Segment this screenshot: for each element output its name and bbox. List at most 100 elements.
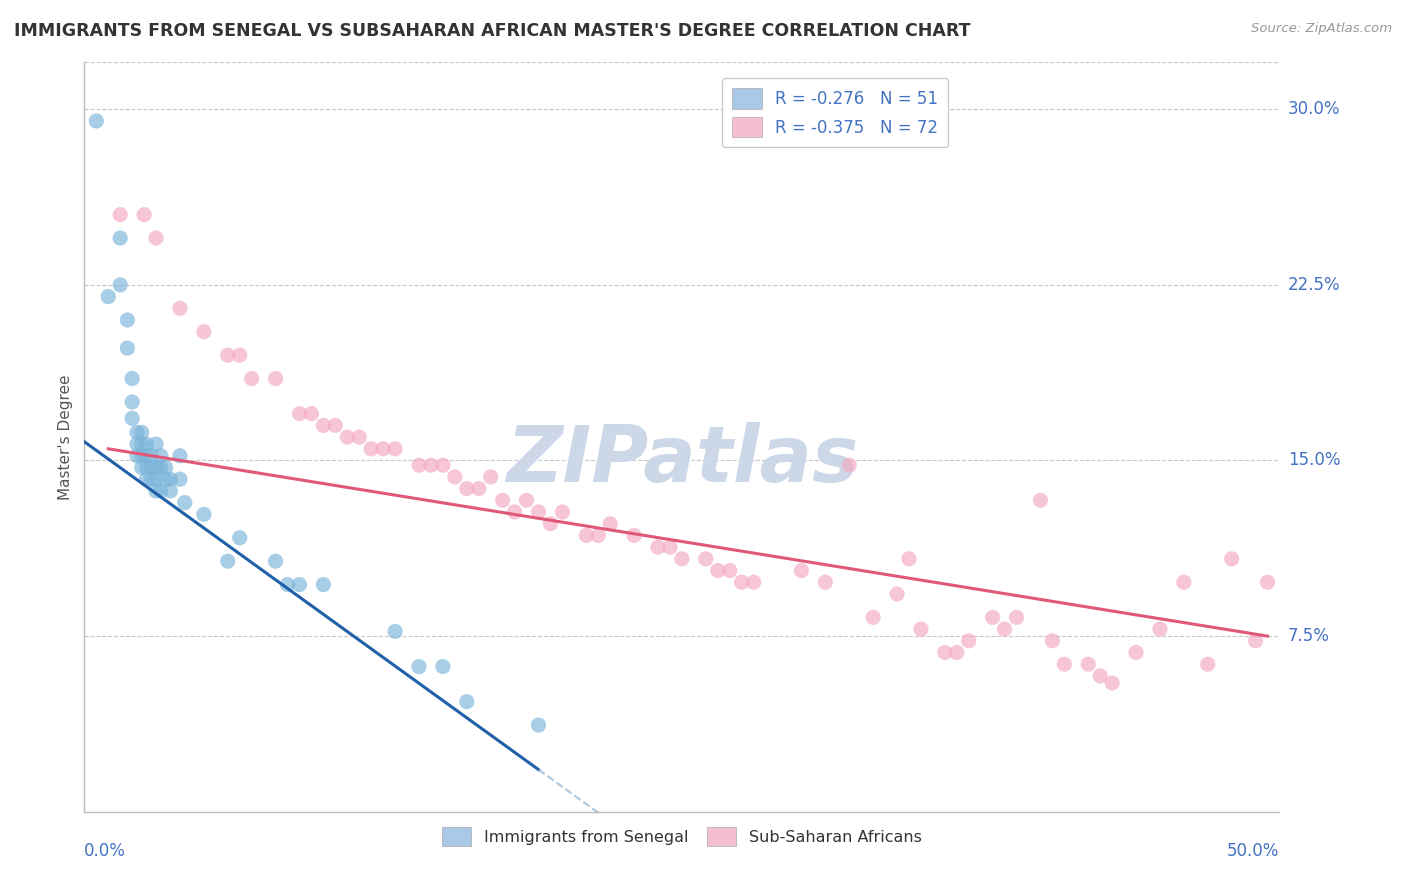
Point [1101, 676, 1123, 690]
Point [155, 472, 177, 486]
Point [1005, 610, 1028, 624]
Text: 7.5%: 7.5% [1288, 627, 1330, 645]
Point [110, 208, 132, 222]
Point [288, 577, 311, 591]
Point [408, 458, 430, 473]
Point [145, 460, 167, 475]
Point [886, 587, 908, 601]
Point [516, 493, 538, 508]
Point [125, 437, 148, 451]
Point [838, 458, 860, 473]
Text: IMMIGRANTS FROM SENEGAL VS SUBSAHARAN AFRICAN MASTER'S DEGREE CORRELATION CHART: IMMIGRANTS FROM SENEGAL VS SUBSAHARAN AF… [14, 22, 970, 40]
Point [159, 483, 181, 498]
Point [288, 407, 311, 421]
Point [1220, 551, 1243, 566]
Point [527, 718, 550, 732]
Point [994, 622, 1017, 636]
Point [1244, 633, 1267, 648]
Point [540, 516, 562, 531]
Point [240, 371, 263, 385]
Point [957, 633, 980, 648]
Point [141, 449, 163, 463]
Point [946, 646, 969, 660]
Text: 30.0%: 30.0% [1288, 100, 1340, 119]
Point [217, 554, 239, 568]
Point [1042, 633, 1064, 648]
Point [1077, 657, 1099, 672]
Point [121, 395, 143, 409]
Point [193, 325, 215, 339]
Point [898, 551, 921, 566]
Point [110, 231, 132, 245]
Point [384, 442, 406, 456]
Point [707, 564, 730, 578]
Point [217, 348, 239, 362]
Point [159, 472, 181, 486]
Point [131, 425, 153, 440]
Point [1257, 575, 1279, 590]
Point [312, 418, 335, 433]
Point [121, 411, 143, 425]
Point [503, 505, 526, 519]
Point [173, 495, 195, 509]
Point [117, 313, 139, 327]
Point [149, 483, 172, 498]
Text: 0.0%: 0.0% [84, 842, 127, 860]
Point [718, 564, 741, 578]
Legend: Immigrants from Senegal, Sub-Saharan Africans: Immigrants from Senegal, Sub-Saharan Afr… [436, 820, 928, 853]
Text: 15.0%: 15.0% [1288, 451, 1340, 469]
Y-axis label: Master's Degree: Master's Degree [58, 375, 73, 500]
Point [349, 430, 371, 444]
Point [145, 437, 167, 451]
Point [125, 425, 148, 440]
Point [131, 437, 153, 451]
Point [790, 564, 813, 578]
Point [135, 472, 157, 486]
Point [408, 659, 430, 673]
Point [1125, 646, 1147, 660]
Point [479, 470, 502, 484]
Point [456, 482, 478, 496]
Point [1029, 493, 1052, 508]
Point [325, 418, 347, 433]
Point [623, 528, 645, 542]
Text: 22.5%: 22.5% [1288, 276, 1340, 293]
Point [135, 460, 157, 475]
Text: 50.0%: 50.0% [1227, 842, 1279, 860]
Point [551, 505, 574, 519]
Point [141, 460, 163, 475]
Point [229, 531, 252, 545]
Point [117, 341, 139, 355]
Point [155, 460, 177, 475]
Point [97, 289, 120, 303]
Point [125, 449, 148, 463]
Point [277, 577, 299, 591]
Point [659, 540, 682, 554]
Text: ZIPatlas: ZIPatlas [506, 422, 858, 498]
Point [169, 301, 191, 316]
Point [444, 470, 467, 484]
Point [814, 575, 837, 590]
Point [132, 208, 156, 222]
Point [527, 505, 550, 519]
Point [229, 348, 252, 362]
Point [492, 493, 515, 508]
Point [145, 483, 167, 498]
Point [862, 610, 884, 624]
Point [336, 430, 359, 444]
Point [575, 528, 598, 542]
Point [169, 449, 191, 463]
Point [169, 472, 191, 486]
Point [264, 554, 287, 568]
Point [141, 472, 163, 486]
Point [647, 540, 669, 554]
Point [934, 646, 956, 660]
Point [981, 610, 1004, 624]
Point [110, 277, 132, 292]
Point [456, 695, 478, 709]
Point [599, 516, 621, 531]
Point [149, 449, 172, 463]
Point [135, 437, 157, 451]
Point [135, 449, 157, 463]
Point [1149, 622, 1171, 636]
